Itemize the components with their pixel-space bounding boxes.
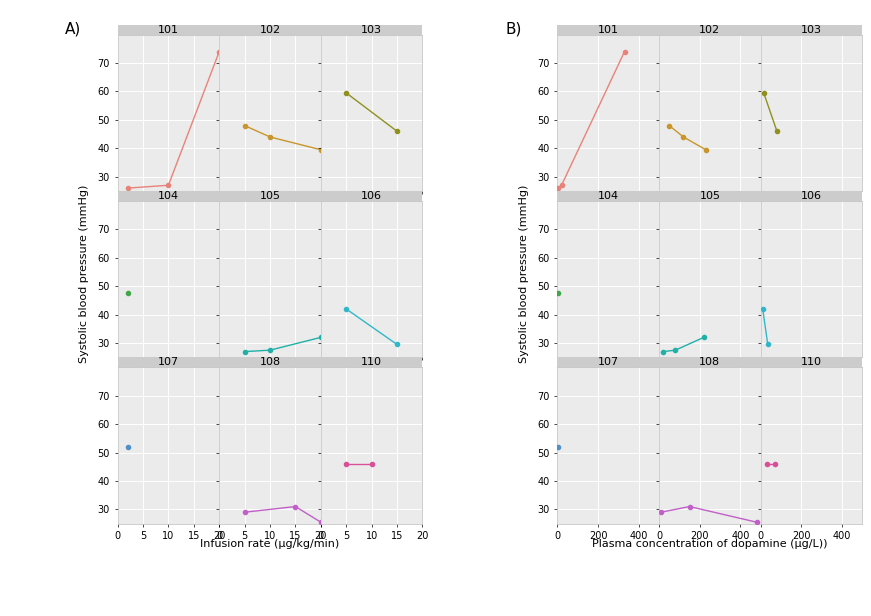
Text: 110: 110 — [801, 357, 822, 367]
Text: 105: 105 — [260, 191, 280, 201]
Text: Systolic blood pressure (mmHg): Systolic blood pressure (mmHg) — [79, 185, 89, 363]
Text: 108: 108 — [260, 357, 280, 367]
Text: 110: 110 — [361, 357, 382, 367]
Text: 104: 104 — [158, 191, 179, 201]
Text: 105: 105 — [699, 191, 720, 201]
Text: 101: 101 — [598, 25, 618, 34]
Text: 102: 102 — [260, 25, 280, 34]
Text: 106: 106 — [361, 191, 382, 201]
Text: Infusion rate (μg/kg/min): Infusion rate (μg/kg/min) — [200, 538, 340, 549]
Text: 106: 106 — [801, 191, 822, 201]
Text: 103: 103 — [801, 25, 822, 34]
Text: A): A) — [65, 22, 82, 36]
Text: 107: 107 — [158, 357, 179, 367]
Text: Systolic blood pressure (mmHg): Systolic blood pressure (mmHg) — [519, 185, 529, 363]
Text: 101: 101 — [158, 25, 179, 34]
Text: B): B) — [505, 22, 522, 36]
Text: 108: 108 — [699, 357, 720, 367]
Text: Plasma concentration of dopamine (μg/L)): Plasma concentration of dopamine (μg/L)) — [592, 538, 827, 549]
Text: 102: 102 — [699, 25, 720, 34]
Text: 104: 104 — [598, 191, 618, 201]
Text: 107: 107 — [598, 357, 618, 367]
Text: 103: 103 — [361, 25, 382, 34]
